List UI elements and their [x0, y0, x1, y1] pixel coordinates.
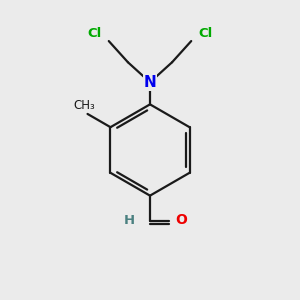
Text: Cl: Cl: [199, 27, 213, 40]
Text: O: O: [175, 213, 187, 227]
Text: CH₃: CH₃: [74, 100, 95, 112]
Text: N: N: [144, 75, 156, 90]
Text: H: H: [123, 214, 134, 227]
Text: Cl: Cl: [87, 27, 101, 40]
